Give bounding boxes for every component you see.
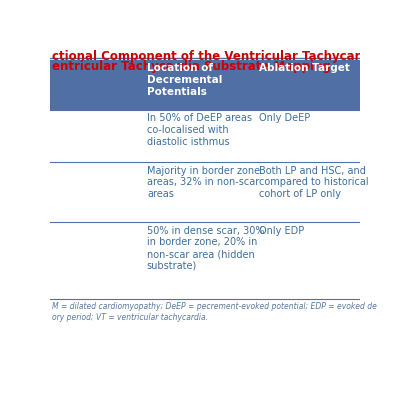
Text: entricular Tachycardia Substrate Mapping: entricular Tachycardia Substrate Mapping (52, 60, 330, 73)
Text: 50% in dense scar, 30%
in border zone, 20% in
non-scar area (hidden
substrate): 50% in dense scar, 30% in border zone, 2… (147, 226, 264, 271)
Bar (0, 162, 368, 222)
Text: In 50% of DeEP areas
co-localised with
diastolic isthmus: In 50% of DeEP areas co-localised with d… (147, 114, 252, 147)
Text: Majority in border zone
areas, 32% in non-scar
areas: Majority in border zone areas, 32% in no… (147, 166, 260, 199)
Text: Both LP and HSC, and
compared to historical
cohort of LP only: Both LP and HSC, and compared to histori… (259, 166, 369, 199)
Bar (0, 110, 368, 162)
Text: Location of
Decremental
Potentials: Location of Decremental Potentials (147, 63, 222, 96)
Text: ctional Component of the Ventricular Tachycardia Sub: ctional Component of the Ventricular Tac… (52, 50, 400, 63)
Text: Only EDP: Only EDP (259, 226, 304, 236)
Text: M = dilated cardiomyopathy; DeEP = pecrement-evoked potential; EDP = evoked de
o: M = dilated cardiomyopathy; DeEP = pecre… (52, 302, 376, 322)
Bar (0, 60, 368, 110)
Text: Only DeEP: Only DeEP (259, 114, 310, 124)
Text: Ablation Target: Ablation Target (259, 63, 350, 73)
Bar (0, 222, 368, 299)
